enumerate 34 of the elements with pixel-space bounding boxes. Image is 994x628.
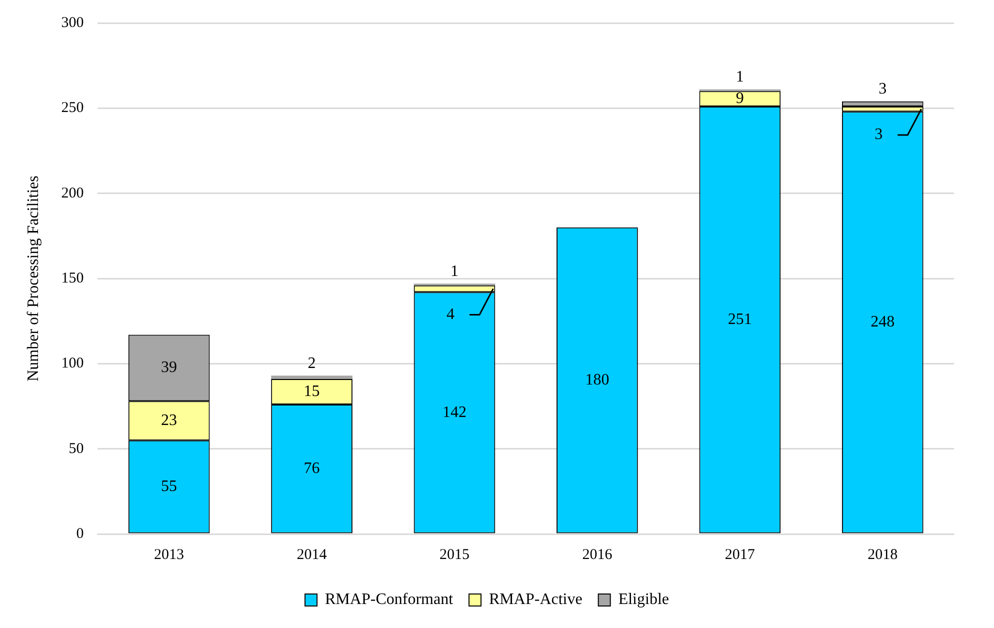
y-tick-label: 0 [76, 526, 84, 542]
y-tick-label: 250 [61, 100, 84, 116]
x-tick-label: 2013 [154, 546, 184, 563]
x-tick-label: 2018 [868, 546, 898, 563]
data-label: 2 [308, 354, 316, 372]
data-label: 15 [304, 382, 320, 400]
y-tick-label: 200 [61, 185, 84, 202]
y-tick-label: 150 [61, 270, 84, 286]
x-tick-label: 2016 [582, 546, 613, 563]
data-label: 76 [304, 460, 320, 478]
data-label: 3 [878, 80, 887, 98]
data-label: 4 [446, 306, 454, 323]
legend-label: RMAP-Conformant [325, 591, 454, 608]
legend-label: RMAP-Active [489, 591, 582, 608]
data-label: 1 [736, 68, 744, 86]
data-label: 1 [450, 262, 458, 280]
data-label: 55 [161, 478, 178, 495]
y-tick-label: 100 [61, 356, 84, 372]
data-label: 23 [161, 412, 178, 429]
data-label: 248 [870, 314, 895, 331]
legend-label: Eligible [618, 591, 669, 608]
y-axis-title: Number of Processing Facilities [24, 176, 42, 382]
x-tick-label: 2015 [439, 546, 470, 563]
y-tick-label: 300 [61, 14, 84, 31]
data-label: 9 [736, 90, 744, 107]
data-label: 39 [161, 359, 178, 376]
data-label: 3 [874, 126, 883, 144]
bar [271, 376, 352, 379]
data-label: 251 [728, 311, 752, 328]
x-tick-label: 2017 [724, 546, 756, 563]
x-tick-label: 2014 [296, 546, 328, 563]
y-tick-label: 50 [68, 440, 84, 457]
data-label: 180 [585, 372, 610, 389]
data-label: 142 [442, 404, 466, 421]
